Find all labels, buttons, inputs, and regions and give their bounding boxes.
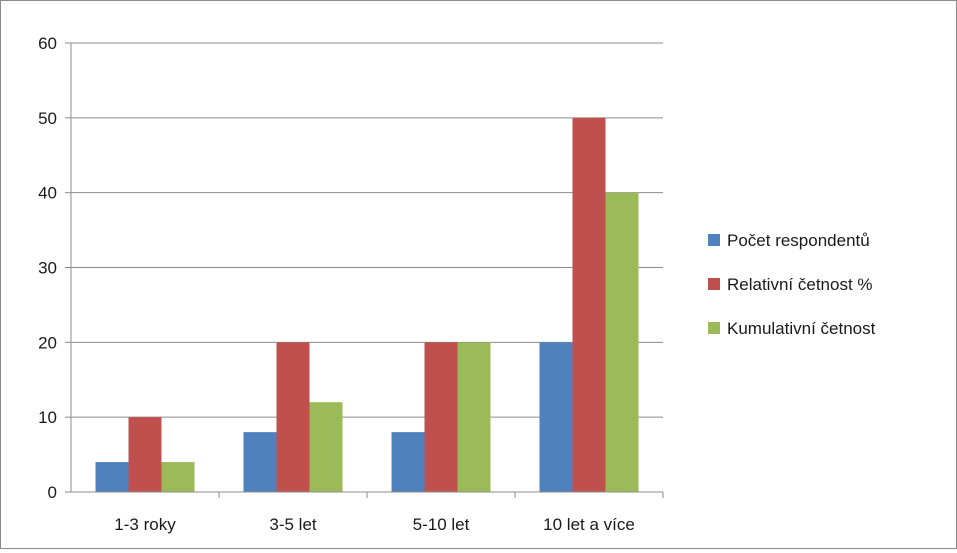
bar xyxy=(572,117,606,492)
y-tick-label: 0 xyxy=(48,483,57,502)
y-tick-label: 10 xyxy=(38,408,57,427)
x-category-label: 10 let a více xyxy=(543,515,635,534)
legend-swatch xyxy=(708,322,720,334)
bar xyxy=(276,342,310,492)
bar xyxy=(391,432,425,492)
bar xyxy=(128,417,162,492)
legend-label: Kumulativní četnost xyxy=(727,319,876,338)
y-axis-ticks: 0 10 20 30 40 50 60 xyxy=(38,34,71,502)
legend-swatch xyxy=(708,234,720,246)
y-tick-label: 30 xyxy=(38,259,57,278)
y-tick-label: 60 xyxy=(38,34,57,53)
x-category-label: 3-5 let xyxy=(269,515,317,534)
x-category-label: 5-10 let xyxy=(413,515,470,534)
y-tick-label: 40 xyxy=(38,184,57,203)
bar xyxy=(424,342,458,492)
legend: Počet respondentů Relativní četnost % Kumu… xyxy=(708,231,876,338)
y-tick-label: 20 xyxy=(38,333,57,352)
legend-label: Počet respondentů xyxy=(727,231,870,250)
x-category-label: 1-3 roky xyxy=(114,515,176,534)
axes xyxy=(70,43,664,498)
bar xyxy=(605,192,639,492)
bar xyxy=(457,342,491,492)
legend-label: Relativní četnost % xyxy=(727,275,873,294)
bar xyxy=(243,432,277,492)
x-axis-categories: 1-3 roky 3-5 let 5-10 let 10 let a více xyxy=(114,515,635,534)
bar xyxy=(95,462,129,492)
bar xyxy=(309,402,343,492)
bar xyxy=(161,462,195,492)
y-tick-label: 50 xyxy=(38,109,57,128)
bars xyxy=(95,117,639,492)
legend-swatch xyxy=(708,278,720,290)
bar xyxy=(539,342,573,492)
